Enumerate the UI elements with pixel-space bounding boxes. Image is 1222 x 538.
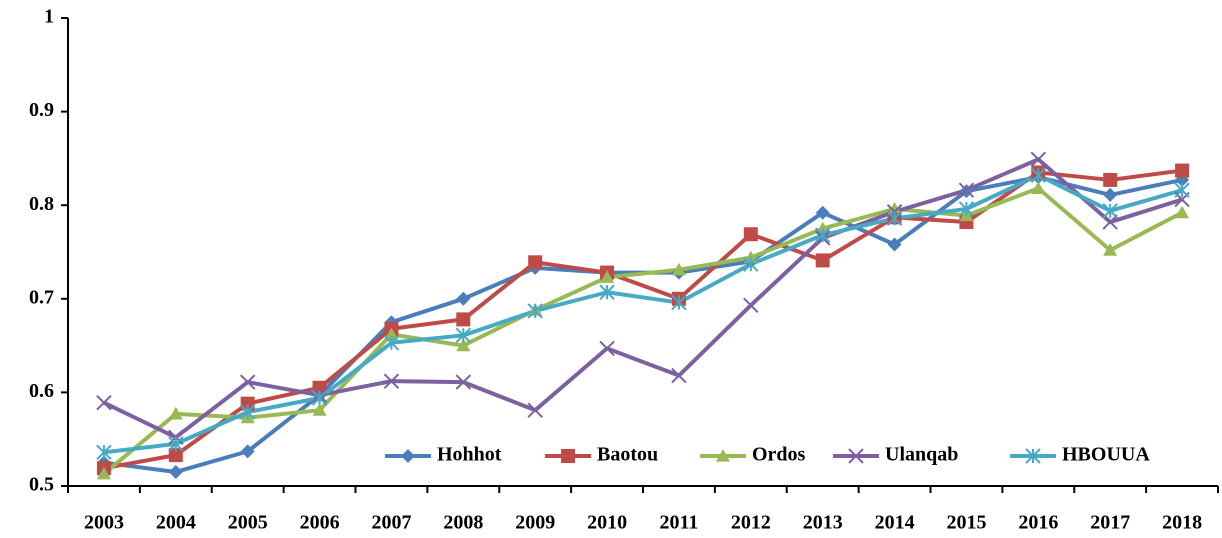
marker (671, 262, 686, 276)
marker (599, 284, 615, 300)
marker (455, 327, 472, 344)
marker (383, 335, 400, 351)
marker (240, 396, 255, 411)
marker (1030, 167, 1047, 183)
x-tick-label: 2012 (731, 512, 771, 534)
series-line (103, 173, 1183, 455)
x-tick-label: 2013 (803, 512, 843, 534)
marker (96, 466, 111, 480)
marker (312, 403, 327, 416)
marker (815, 205, 830, 220)
marker (1103, 243, 1118, 256)
marker (1174, 182, 1190, 198)
marker (958, 201, 975, 217)
marker (1103, 172, 1118, 187)
x-tick-label: 2007 (371, 512, 411, 534)
legend-marker (716, 449, 730, 462)
marker (1030, 151, 1047, 168)
marker (239, 374, 256, 390)
series-line (103, 157, 1183, 440)
marker (239, 404, 256, 420)
x-tick-label: 2005 (228, 512, 268, 534)
marker (383, 373, 400, 389)
legend-label: Hohhot (437, 444, 502, 466)
marker (743, 297, 759, 314)
marker (671, 294, 687, 311)
marker (743, 227, 758, 242)
y-tick-label: 0.9 (29, 99, 54, 121)
y-tick-label: 0.5 (29, 474, 54, 496)
marker (886, 210, 903, 227)
y-tick-label: 0.7 (29, 286, 54, 308)
legend-marker (561, 449, 575, 463)
series-line (103, 175, 1183, 474)
x-tick-label: 2017 (1090, 512, 1130, 534)
marker (240, 444, 255, 459)
y-tick-label: 0.6 (29, 380, 54, 402)
marker (1102, 214, 1118, 230)
marker (1175, 205, 1190, 219)
legend-marker (401, 449, 415, 463)
y-tick-label: 0.8 (29, 193, 54, 215)
legend-label: Baotou (597, 444, 658, 466)
legend-label: Ulanqab (885, 444, 958, 466)
x-tick-label: 2016 (1018, 512, 1058, 534)
x-tick-label: 2009 (515, 512, 555, 534)
marker (600, 270, 615, 283)
marker (743, 256, 759, 272)
marker (456, 312, 471, 327)
x-tick-label: 2014 (875, 512, 915, 534)
x-tick-label: 2008 (443, 512, 483, 534)
marker (887, 201, 902, 215)
marker (887, 237, 902, 252)
marker (168, 464, 183, 479)
x-tick-label: 2010 (587, 512, 627, 534)
x-tick-label: 2018 (1162, 512, 1202, 534)
series-line (102, 186, 1183, 476)
marker (527, 402, 543, 418)
legend-label: HBOUUA (1062, 444, 1150, 466)
marker (455, 374, 472, 390)
marker (1031, 181, 1046, 194)
marker (456, 338, 471, 352)
marker (1102, 203, 1118, 219)
marker (456, 291, 471, 306)
marker (814, 227, 831, 243)
legend-marker (1025, 448, 1041, 464)
marker (599, 340, 615, 357)
marker (1103, 187, 1118, 202)
legend-marker (848, 448, 864, 464)
marker (96, 394, 112, 411)
marker (96, 444, 112, 461)
marker (671, 367, 687, 384)
marker (958, 182, 975, 198)
series-line (103, 168, 1183, 471)
marker (1175, 163, 1190, 178)
marker (168, 406, 183, 420)
marker (815, 253, 830, 268)
x-tick-label: 2015 (946, 512, 986, 534)
marker (528, 255, 543, 270)
marker (384, 327, 399, 340)
marker (311, 390, 328, 406)
y-tick-label: 1 (44, 6, 54, 28)
x-tick-label: 2004 (156, 512, 196, 534)
marker (168, 436, 184, 452)
legend-label: Ordos (752, 444, 806, 466)
x-tick-label: 2003 (84, 512, 124, 534)
x-tick-label: 2006 (300, 512, 340, 534)
x-tick-label: 2011 (659, 512, 698, 534)
marker (168, 448, 183, 463)
marker (527, 303, 543, 319)
